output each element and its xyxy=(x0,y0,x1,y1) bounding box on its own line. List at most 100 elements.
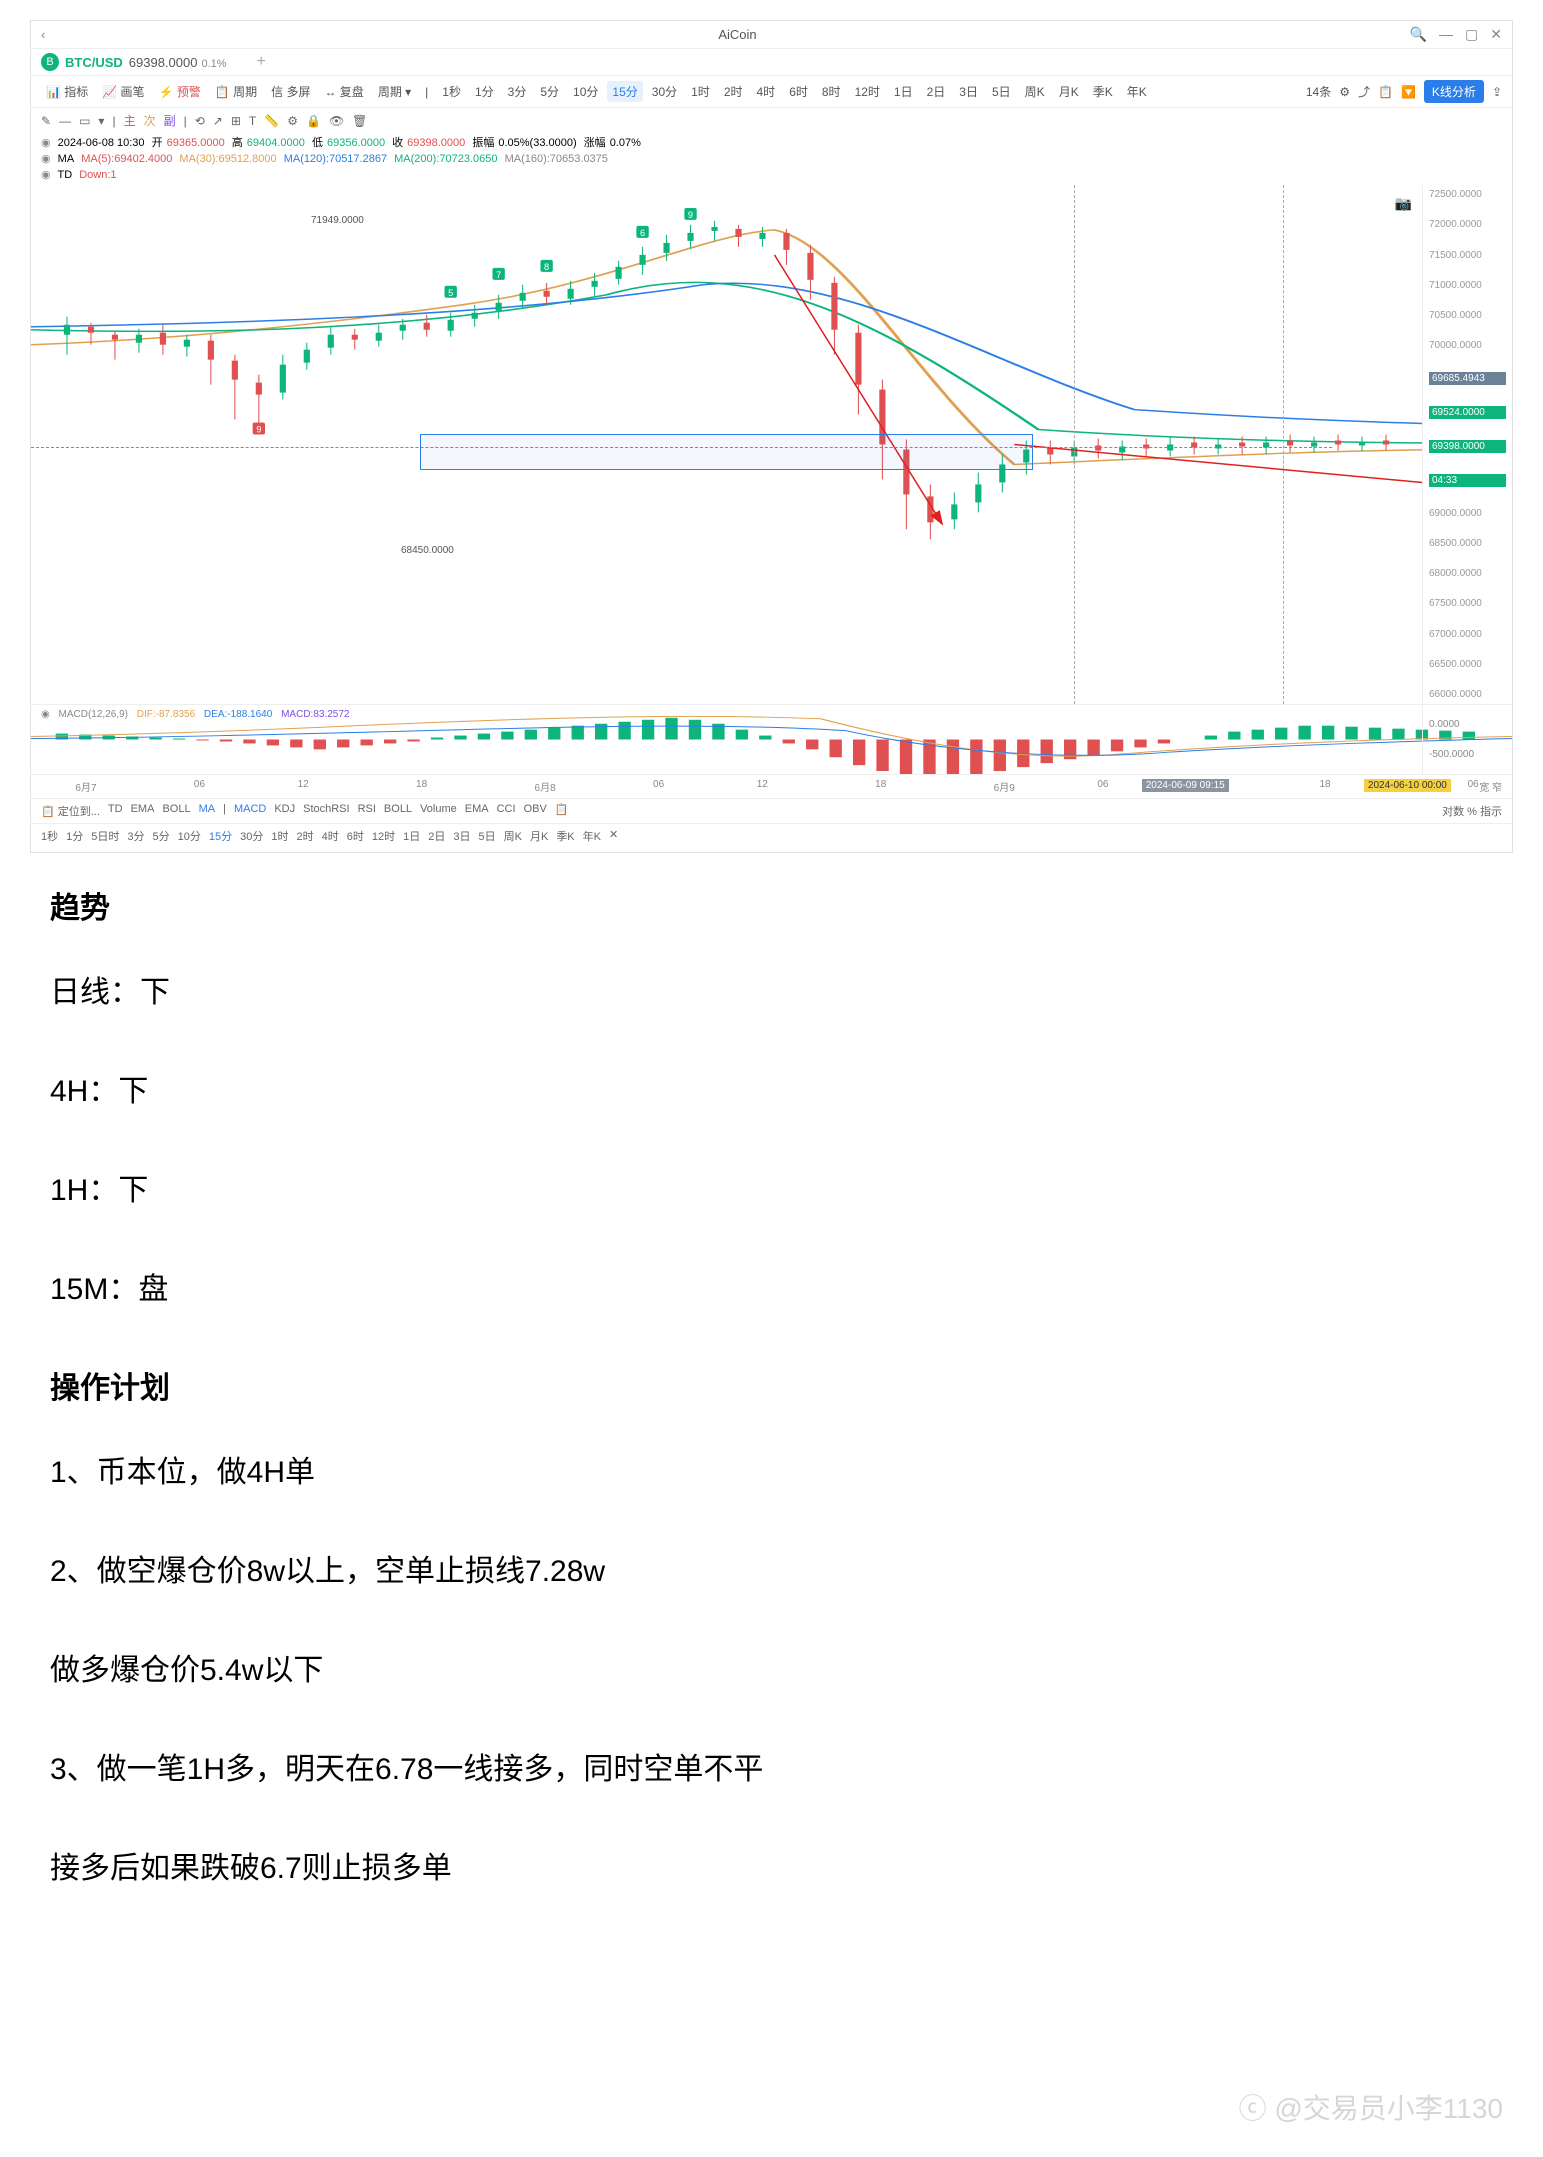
toolbar-item[interactable]: 📊 指标 xyxy=(41,81,93,102)
toolbar-item[interactable]: 周期 ▾ xyxy=(373,81,416,102)
tool-icon[interactable]: T xyxy=(249,114,256,128)
toolbar-item[interactable]: 📈 画笔 xyxy=(97,81,149,102)
drawn-rectangle[interactable] xyxy=(420,434,1032,470)
indicator-item[interactable]: MACD xyxy=(234,803,266,819)
timeframe-item[interactable]: 1秒 xyxy=(437,81,466,102)
add-tab-button[interactable]: + xyxy=(257,53,266,71)
timeframe-item[interactable]: 30分 xyxy=(647,81,682,102)
indicator-item[interactable]: BOLL xyxy=(162,803,190,819)
trash-icon[interactable]: ▾ xyxy=(98,114,104,128)
search-icon[interactable]: 🔍 xyxy=(1410,26,1427,43)
tool-icon[interactable]: ⊞ xyxy=(231,114,241,128)
timeframe-bottom-item[interactable]: 1日 xyxy=(403,828,420,844)
timeframe-item[interactable]: 10分 xyxy=(568,81,603,102)
eye-icon[interactable]: ◉ xyxy=(41,153,51,165)
timeframe-item[interactable]: 季K xyxy=(1088,81,1118,102)
eye-icon[interactable]: ◉ xyxy=(41,137,51,149)
timeframe-bottom-item[interactable]: 30分 xyxy=(240,828,263,844)
indicator-item[interactable]: 📋 xyxy=(555,803,569,819)
tool-icon[interactable]: 🗑 xyxy=(352,114,367,128)
timeframe-item[interactable]: 月K xyxy=(1054,81,1084,102)
back-chevron-icon[interactable]: ‹ xyxy=(41,27,45,42)
minimize-icon[interactable]: — xyxy=(1439,26,1453,43)
timeframe-bottom-item[interactable]: 季K xyxy=(556,828,574,844)
indicator-item[interactable]: StochRSI xyxy=(303,803,349,819)
toolbar-icon[interactable]: 🔽 xyxy=(1401,85,1416,99)
indicator-item[interactable]: KDJ xyxy=(274,803,295,819)
timeframe-item[interactable]: 年K xyxy=(1122,81,1152,102)
indicator-item[interactable]: 📋 定位到... xyxy=(41,803,100,819)
timeframe-bottom-item[interactable]: 3分 xyxy=(127,828,144,844)
indicator-item[interactable]: EMA xyxy=(465,803,489,819)
timeframe-item[interactable]: 1时 xyxy=(686,81,715,102)
timeframe-bottom-item[interactable]: 15分 xyxy=(209,828,232,844)
close-icon[interactable]: ✕ xyxy=(1490,26,1502,43)
timeframe-bottom-item[interactable]: 4时 xyxy=(322,828,339,844)
indicator-item[interactable]: MA xyxy=(199,803,216,819)
timeframe-item[interactable]: 1日 xyxy=(889,81,918,102)
timeframe-item[interactable]: 5日 xyxy=(987,81,1016,102)
toolbar-icon[interactable]: ⤴ xyxy=(1358,83,1370,100)
timeframe-bottom-item[interactable]: ✕ xyxy=(609,828,618,844)
indicator-item[interactable]: Volume xyxy=(420,803,457,819)
indicator-item[interactable]: | xyxy=(223,803,226,819)
maximize-icon[interactable]: ▢ xyxy=(1465,26,1478,43)
pair-badge[interactable]: BTC/USD 69398.0000 0.1% xyxy=(65,55,227,70)
tool-icon[interactable]: 🔒 xyxy=(306,114,321,128)
ci-label[interactable]: 次 xyxy=(144,112,156,129)
toolbar-icon[interactable]: ⚙ xyxy=(1339,85,1350,99)
toolbar-item[interactable]: 📋 周期 xyxy=(210,81,262,102)
indicator-item[interactable]: CCI xyxy=(497,803,516,819)
timeframe-bottom-item[interactable]: 2日 xyxy=(428,828,445,844)
toolbar-item[interactable]: ⚡ 预警 xyxy=(154,81,206,102)
timeframe-item[interactable]: 4时 xyxy=(752,81,781,102)
indicator-item[interactable]: OBV xyxy=(524,803,547,819)
zhu-label[interactable]: 主 xyxy=(124,112,136,129)
tool-icon[interactable]: ↗ xyxy=(213,114,223,128)
timeframe-item[interactable]: 12时 xyxy=(850,81,885,102)
tool-icon[interactable]: 📏 xyxy=(264,114,279,128)
tool-icon[interactable]: ⚙ xyxy=(287,114,298,128)
timeframe-bottom-item[interactable]: 10分 xyxy=(178,828,201,844)
timeframe-item[interactable]: 周K xyxy=(1020,81,1050,102)
line-icon[interactable]: — xyxy=(59,114,71,128)
timeframe-bottom-item[interactable]: 周K xyxy=(504,828,522,844)
indicator-item[interactable]: EMA xyxy=(131,803,155,819)
fu-label[interactable]: 副 xyxy=(164,112,176,129)
toolbar-item[interactable]: 信 多屏 xyxy=(266,81,315,102)
tool-icon[interactable]: ⟲ xyxy=(195,114,205,128)
indicator-item[interactable]: TD xyxy=(108,803,123,819)
kline-analysis-button[interactable]: K线分析 xyxy=(1424,80,1484,103)
timeframe-item[interactable]: 5分 xyxy=(535,81,564,102)
toolbar-icon[interactable]: 📋 xyxy=(1378,85,1393,99)
timeframe-bottom-item[interactable]: 3日 xyxy=(453,828,470,844)
timeframe-item[interactable]: 8时 xyxy=(817,81,846,102)
timeframe-bottom-item[interactable]: 5日时 xyxy=(91,828,119,844)
timeframe-item[interactable]: 2时 xyxy=(719,81,748,102)
timeframe-item[interactable]: 15分 xyxy=(607,81,642,102)
timeframe-bottom-item[interactable]: 12时 xyxy=(372,828,395,844)
eye-icon[interactable]: ◉ xyxy=(41,169,51,181)
pencil-icon[interactable]: ✎ xyxy=(41,114,51,128)
chart-area[interactable]: 📷 957869 71949.0000 68450.0000 72500.000… xyxy=(31,185,1512,705)
timeframe-bottom-item[interactable]: 1时 xyxy=(271,828,288,844)
indicator-item[interactable]: BOLL xyxy=(384,803,412,819)
timeframe-bottom-item[interactable]: 6时 xyxy=(347,828,364,844)
timeframe-item[interactable]: 3分 xyxy=(503,81,532,102)
share-icon[interactable]: ⇪ xyxy=(1492,85,1502,99)
timeframe-bottom-item[interactable]: 5分 xyxy=(153,828,170,844)
timeframe-bottom-item[interactable]: 2时 xyxy=(297,828,314,844)
timeframe-bottom-item[interactable]: 1秒 xyxy=(41,828,58,844)
timeframe-bottom-item[interactable]: 月K xyxy=(530,828,548,844)
timeframe-bottom-item[interactable]: 年K xyxy=(583,828,601,844)
indicator-item[interactable]: RSI xyxy=(358,803,376,819)
timeframe-item[interactable]: 3日 xyxy=(954,81,983,102)
toolbar-item[interactable]: ↔ 复盘 xyxy=(319,81,368,102)
timeframe-item[interactable]: 6时 xyxy=(784,81,813,102)
tool-icon[interactable]: 👁 xyxy=(329,114,344,128)
timeframe-item[interactable]: 2日 xyxy=(922,81,951,102)
timeframe-bottom-item[interactable]: 5日 xyxy=(479,828,496,844)
timeframe-item[interactable]: 1分 xyxy=(470,81,499,102)
indicator-right-options[interactable]: 对数 % 指示 xyxy=(1442,803,1502,819)
rect-icon[interactable]: ▭ xyxy=(79,114,90,128)
